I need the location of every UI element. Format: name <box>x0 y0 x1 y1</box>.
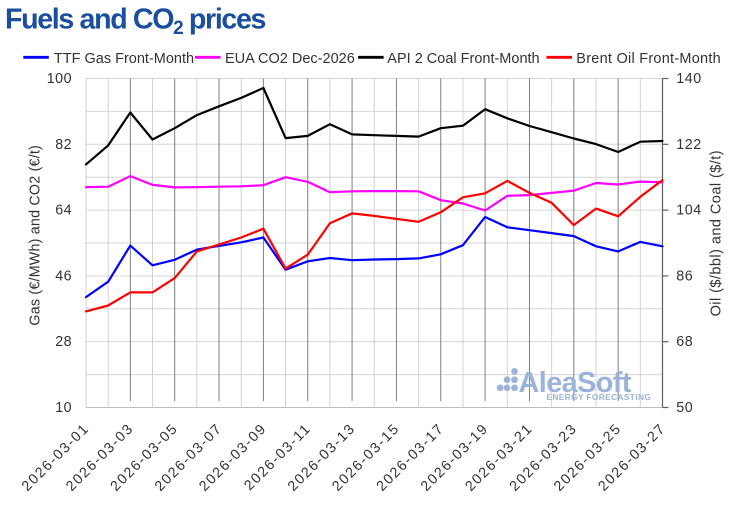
svg-text:46: 46 <box>55 268 72 284</box>
svg-text:API 2 Coal Front-Month: API 2 Coal Front-Month <box>387 51 539 67</box>
svg-text:64: 64 <box>55 203 72 219</box>
svg-text:EUA CO2 Dec-2026: EUA CO2 Dec-2026 <box>225 51 355 67</box>
svg-text:ENERGY FORECASTING: ENERGY FORECASTING <box>546 392 651 402</box>
svg-text:140: 140 <box>676 71 701 87</box>
svg-text:Oil ($/bbl) and Coal ($/t): Oil ($/bbl) and Coal ($/t) <box>709 150 725 316</box>
svg-text:28: 28 <box>55 334 72 350</box>
svg-text:Fuels and CO2 prices: Fuels and CO2 prices <box>5 4 266 40</box>
svg-text:50: 50 <box>676 400 693 416</box>
svg-text:Gas (€/MWh) and CO2 (€/t): Gas (€/MWh) and CO2 (€/t) <box>28 145 44 326</box>
svg-text:82: 82 <box>55 137 72 153</box>
svg-text:100: 100 <box>47 71 72 87</box>
svg-text:68: 68 <box>676 334 693 350</box>
svg-text:86: 86 <box>676 268 693 284</box>
svg-text:TTF Gas Front-Month: TTF Gas Front-Month <box>54 51 194 67</box>
svg-text:10: 10 <box>55 400 72 416</box>
svg-text:122: 122 <box>676 137 701 153</box>
svg-text:Brent Oil Front-Month: Brent Oil Front-Month <box>576 51 721 67</box>
svg-text:AleaSoft: AleaSoft <box>519 367 632 399</box>
svg-text:104: 104 <box>676 203 701 219</box>
